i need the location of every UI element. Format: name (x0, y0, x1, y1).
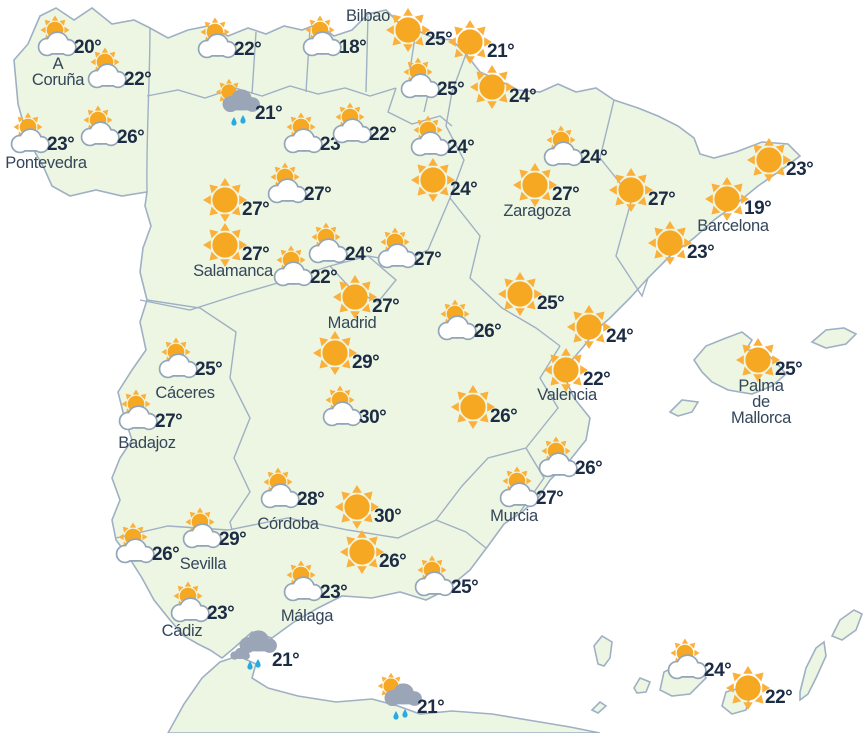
temperature-label: 22° (124, 69, 152, 90)
city-label: Cáceres (155, 384, 215, 402)
temperature-label: 21° (272, 650, 300, 671)
temperature-label: 24° (704, 660, 732, 681)
island-ibiza (668, 399, 700, 417)
city-label: Córdoba (257, 515, 319, 533)
temperature-label: 22° (765, 687, 793, 708)
city-label: Valencia (537, 386, 597, 404)
temperature-label: 27° (648, 189, 676, 210)
city-label: Sevilla (179, 555, 227, 573)
temperature-label: 21° (255, 103, 283, 124)
temperature-label: 25° (775, 359, 803, 380)
temperature-label: 24° (345, 244, 373, 265)
island-fuerteventura (799, 640, 827, 702)
city-label: Zaragoza (503, 202, 571, 220)
temperature-label: 19° (744, 198, 772, 219)
temperature-label: 29° (219, 529, 247, 550)
city-label: Murcia (490, 507, 538, 525)
temperature-label: 22° (583, 369, 611, 390)
temperature-label: 27° (304, 184, 332, 205)
island-el-hierro (590, 700, 608, 714)
temperature-label: 22° (310, 267, 338, 288)
temperature-label: 25° (537, 293, 565, 314)
temperature-label: 27° (536, 488, 564, 509)
temperature-label: 23° (320, 582, 348, 603)
temperature-label: 26° (379, 551, 407, 572)
temperature-label: 27° (552, 184, 580, 205)
city-label: Barcelona (697, 217, 769, 235)
temperature-label: 29° (352, 352, 380, 373)
temperature-label: 25° (425, 29, 453, 50)
temperature-label: 27° (155, 411, 183, 432)
temperature-label: 26° (152, 544, 180, 565)
temperature-label: 25° (437, 79, 465, 100)
temperature-label: 21° (487, 41, 515, 62)
temperature-label: 24° (450, 179, 478, 200)
city-label: A Coruña (31, 55, 85, 89)
temperature-label: 21° (417, 697, 445, 718)
temperature-label: 24° (580, 147, 608, 168)
temperature-label: 23° (320, 134, 348, 155)
temperature-label: 27° (414, 249, 442, 270)
city-label: Málaga (280, 607, 334, 625)
temperature-label: 26° (117, 127, 145, 148)
temperature-label: 24° (447, 137, 475, 158)
temperature-label: 30° (374, 506, 402, 527)
temperature-label: 23° (687, 242, 715, 263)
city-label: Madrid (327, 314, 377, 332)
temperature-label: 27° (372, 296, 400, 317)
city-label: Badajoz (118, 434, 176, 452)
island-la-palma (593, 634, 613, 667)
island-menorca (810, 327, 858, 349)
temperature-label: 22° (234, 39, 262, 60)
temperature-label: 27° (242, 244, 270, 265)
temperature-label: 26° (474, 321, 502, 342)
city-label: Palma de Mallorca (731, 377, 791, 427)
temperature-label: 27° (242, 199, 270, 220)
temperature-label: 26° (490, 406, 518, 427)
temperature-label: 30° (359, 407, 387, 428)
temperature-label: 28° (297, 489, 325, 510)
temperature-label: 23° (786, 159, 814, 180)
temperature-label: 24° (606, 326, 634, 347)
temperature-label: 25° (195, 359, 223, 380)
city-label: Salamanca (193, 262, 273, 280)
temperature-label: 18° (339, 37, 367, 58)
city-label: Pontevedra (5, 154, 87, 172)
city-label: Bilbao (345, 7, 391, 25)
temperature-label: 24° (509, 86, 537, 107)
temperature-label: 23° (47, 134, 75, 155)
temperature-label: 20° (74, 37, 102, 58)
city-label: Cádiz (161, 622, 203, 640)
temperature-label: 22° (369, 124, 397, 145)
island-lanzarote (830, 609, 864, 641)
island-la-gomera (633, 677, 652, 694)
temperature-label: 23° (207, 603, 235, 624)
temperature-label: 25° (451, 577, 479, 598)
temperature-label: 26° (575, 458, 603, 479)
africa-coast (167, 655, 601, 733)
